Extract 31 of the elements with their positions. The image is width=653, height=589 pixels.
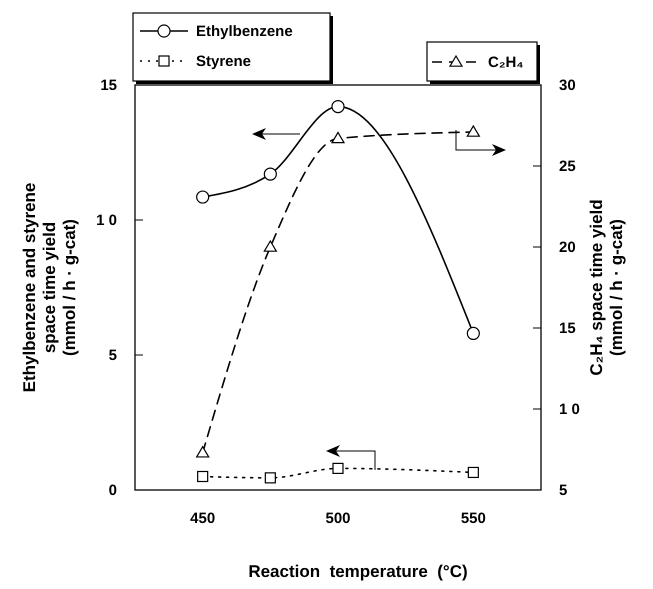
legend-label: Styrene (196, 53, 252, 70)
y2-axis-title: C₂H₄ space time yield (mmol / h · g-cat) (587, 199, 626, 376)
point (332, 462, 344, 474)
y2-tick-label: 5 (559, 482, 568, 499)
y2-tick-label: 20 (559, 239, 576, 256)
legend-label: C₂H₄ (488, 54, 524, 71)
x-tick-label: 500 (325, 510, 351, 527)
point (331, 100, 345, 114)
point (466, 326, 480, 340)
point (197, 470, 208, 482)
point (264, 168, 277, 181)
legend-label: Ethylbenzene (196, 23, 293, 40)
point (468, 466, 479, 478)
point (196, 446, 210, 458)
y-tick-label: 5 (108, 347, 117, 364)
y2-tick-label: 30 (559, 77, 576, 94)
x-tick-label: 550 (460, 510, 486, 527)
point (196, 190, 210, 204)
x-axis-title: Reaction temperature (°C) (248, 562, 468, 581)
y-tick-label: 1 0 (96, 212, 117, 229)
point (466, 125, 480, 137)
y-tick-label: 15 (100, 77, 117, 94)
y-tick-label: 0 (108, 482, 117, 499)
point (264, 240, 277, 252)
y-axis-title: Ethylbenzene and styrene space time yield (mmol / h · g-cat) (20, 182, 79, 392)
y2-tick-label: 25 (559, 158, 576, 175)
x-tick-label: 450 (190, 510, 216, 527)
y2-tick-label: 15 (559, 320, 576, 337)
point (264, 472, 276, 484)
y2-tick-label: 1 0 (559, 401, 580, 418)
point (331, 132, 345, 144)
